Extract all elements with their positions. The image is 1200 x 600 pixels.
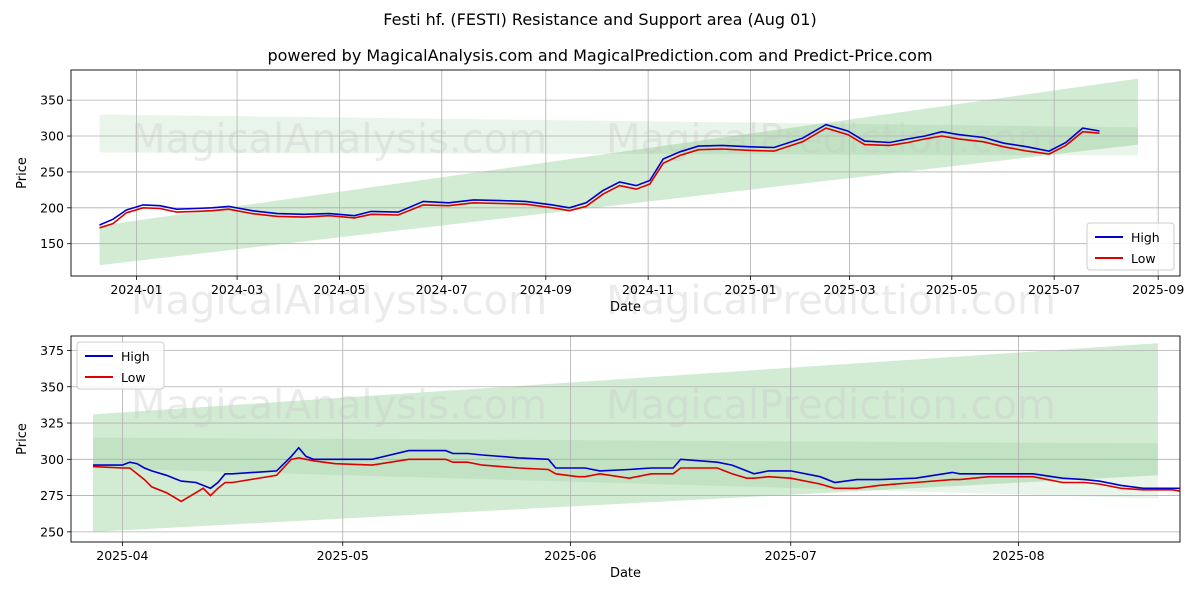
series-line-high	[99, 123, 1100, 226]
band-1	[93, 437, 1158, 499]
x-tick-label: 2025-07	[765, 548, 817, 563]
y-tick-label: 325	[40, 416, 64, 431]
legend: High Low	[1086, 222, 1175, 271]
legend: High Low	[76, 341, 165, 390]
y-tick-label: 150	[40, 236, 64, 251]
legend-label-high: High	[1131, 230, 1160, 245]
plot-frame	[70, 69, 1181, 277]
x-tick-label: 2024-01	[110, 282, 162, 297]
y-axis-label: Price	[15, 423, 30, 455]
legend-label-high: High	[121, 349, 150, 364]
x-tick-label: 2025-01	[724, 282, 776, 297]
chart-title: Festi hf. (FESTI) Resistance and Support…	[383, 10, 817, 29]
x-tick-label: 2025-05	[926, 282, 978, 297]
y-tick-label: 300	[40, 129, 64, 144]
y-tick-label: 300	[40, 452, 64, 467]
series-line-low	[92, 457, 1180, 503]
watermark-text: MagicalAnalysis.com	[131, 278, 547, 324]
x-tick-label: 2025-07	[1028, 282, 1080, 297]
panel-2: MagicalAnalysis.com MagicalPrediction.com…	[15, 335, 1181, 581]
chart-subtitle: powered by MagicalAnalysis.com and Magic…	[267, 46, 933, 65]
y-tick-label: 250	[40, 164, 64, 179]
y-tick-label: 350	[40, 93, 64, 108]
series-line-low	[99, 127, 1100, 229]
y-tick-label: 275	[40, 488, 64, 503]
series-line-high	[93, 446, 1180, 490]
legend-label-low: Low	[121, 370, 146, 385]
y-axis-label: Price	[15, 157, 30, 189]
x-tick-label: 2024-09	[520, 282, 572, 297]
band-2	[93, 343, 1158, 532]
legend-label-low: Low	[1131, 251, 1156, 266]
x-tick-label: 2024-05	[313, 282, 365, 297]
plot-frame	[70, 335, 1181, 543]
y-tick-label: 250	[40, 524, 64, 539]
y-tick-label: 350	[40, 379, 64, 394]
x-tick-label: 2025-06	[544, 548, 596, 563]
x-tick-label: 2024-11	[622, 282, 674, 297]
watermark-text: MagicalAnalysis.com	[131, 382, 547, 428]
y-tick-label: 200	[40, 200, 64, 215]
x-axis-label: Date	[610, 300, 641, 315]
watermark-text: MagicalPrediction.com	[606, 382, 1056, 428]
watermark-text: MagicalPrediction.com	[606, 278, 1056, 324]
x-tick-label: 2024-03	[211, 282, 263, 297]
x-axis-label: Date	[610, 566, 641, 581]
x-tick-label: 2025-04	[96, 548, 148, 563]
x-tick-label: 2025-03	[823, 282, 875, 297]
panel-1: MagicalAnalysis.com MagicalPrediction.com…	[15, 69, 1184, 324]
watermark-text: MagicalAnalysis.com	[131, 116, 547, 162]
x-tick-label: 2025-05	[317, 548, 369, 563]
y-tick-label: 375	[40, 343, 64, 358]
x-tick-label: 2025-08	[992, 548, 1044, 563]
x-tick-label: 2024-07	[416, 282, 468, 297]
x-tick-label: 2025-09	[1132, 282, 1184, 297]
